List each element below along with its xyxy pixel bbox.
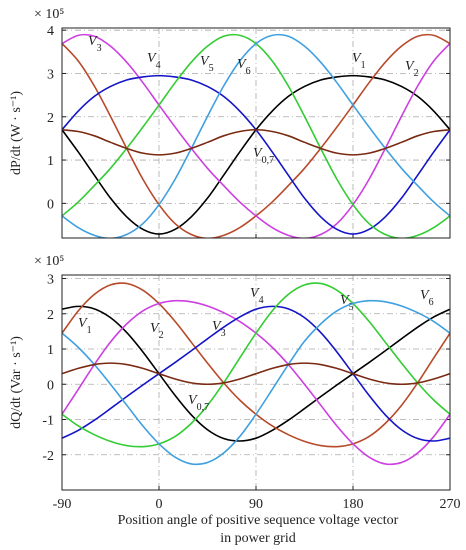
series-label: V6 (420, 288, 434, 308)
y-axis-label: dQ/dt (Var · s⁻¹) (9, 336, 24, 429)
y-tick-label: 2 (47, 308, 54, 323)
x-tick-label: 270 (440, 497, 461, 512)
y-tick-label: 0 (47, 197, 54, 212)
y-tick-label: 1 (47, 154, 54, 169)
plot-frame (61, 27, 451, 239)
y-tick-label: 3 (47, 273, 54, 288)
plot-frame (61, 274, 451, 491)
x-axis-label: Position angle of positive sequence volt… (118, 513, 399, 528)
series-label: V1 (78, 316, 92, 336)
x-tick-label: 180 (343, 497, 364, 512)
series-line (62, 305, 450, 442)
series-line (62, 282, 450, 448)
y-tick-label: 1 (47, 343, 54, 358)
series-label: V3 (88, 34, 102, 54)
series-line (62, 128, 450, 156)
y-tick-label: 4 (47, 24, 54, 39)
series-label: V5 (340, 293, 354, 313)
y-multiplier: × 10⁵ (34, 7, 64, 22)
series-label: V2 (405, 59, 419, 79)
series-label: V3 (212, 319, 226, 339)
series-label: V5 (200, 54, 214, 74)
x-tick-label: 90 (249, 497, 263, 512)
series-label: V4 (250, 286, 264, 306)
series-label: V2 (150, 321, 164, 341)
series-label: V0,7 (253, 146, 274, 166)
series-label: V4 (147, 51, 161, 71)
x-axis-label: in power grid (220, 531, 295, 546)
y-multiplier: × 10⁵ (34, 254, 64, 269)
x-tick-label: 0 (156, 497, 163, 512)
series-label: V1 (352, 51, 366, 71)
x-tick-label: -90 (53, 497, 72, 512)
y-tick-label: -1 (42, 414, 54, 429)
series-label: V0,7 (188, 393, 209, 413)
series-label: V6 (237, 57, 251, 77)
series-line (62, 362, 450, 386)
y-tick-label: 3 (47, 67, 54, 82)
y-tick-label: 0 (47, 378, 54, 393)
y-tick-label: -2 (42, 449, 54, 464)
series-line (62, 299, 450, 466)
series-line (62, 305, 450, 442)
y-axis-label: dP/dt (W · s⁻¹) (9, 91, 24, 175)
y-tick-label: 2 (47, 111, 54, 126)
